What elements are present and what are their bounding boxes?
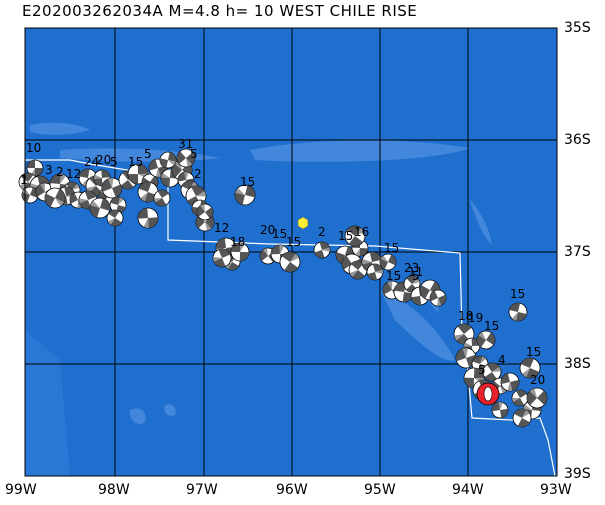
lat-label-39s: 39S — [564, 466, 591, 482]
focal-mechanism-ball — [313, 241, 331, 259]
focal-mechanism-label: 15 — [510, 287, 525, 301]
focal-mechanism-label: 2 — [194, 167, 202, 181]
graticule — [25, 28, 557, 476]
lon-label-98w: 98W — [98, 482, 130, 498]
focal-mechanism-ball — [176, 148, 196, 168]
focal-mechanism-label: 12 — [214, 221, 229, 235]
lon-label-94w: 94W — [452, 482, 484, 498]
focal-mechanism-label: 16 — [354, 225, 369, 239]
focal-mechanism-label: 15 — [240, 175, 255, 189]
focal-mechanism-ball — [137, 207, 159, 229]
focal-mechanism-label: 15 — [526, 345, 541, 359]
focal-mechanism-label: 10 — [26, 141, 41, 155]
focal-mechanism-label: 23 — [404, 261, 419, 275]
focal-mechanism-label: 5 — [144, 147, 152, 161]
focal-mechanism-ball — [379, 253, 397, 271]
focal-mechanism-ball — [429, 289, 447, 307]
focal-mechanism-ball — [500, 372, 520, 392]
focal-mechanism-label: 2 — [318, 225, 326, 239]
focal-mechanism-ball — [234, 184, 256, 206]
focal-mechanism-label: 3 — [45, 163, 53, 177]
lat-label-37s: 37S — [564, 244, 591, 260]
focal-mechanism-label: 15 — [484, 319, 499, 333]
focal-mechanism-ball — [212, 248, 232, 268]
lat-label-36s: 36S — [564, 132, 591, 148]
ridge-patch — [25, 330, 70, 476]
focal-mechanism-ball — [526, 387, 548, 409]
focal-mechanism-ball — [185, 185, 207, 207]
focal-mechanism-label: 19 — [468, 311, 483, 325]
focal-mechanism-label: 2 — [56, 165, 64, 179]
focal-mechanism-ball — [366, 263, 384, 281]
focal-mechanism-ball — [508, 302, 528, 322]
lat-label-35s: 35S — [564, 20, 591, 36]
ridge-patch — [470, 200, 492, 245]
lat-label-38s: 38S — [564, 356, 591, 372]
lon-label-97w: 97W — [186, 482, 218, 498]
focal-mechanism-ball — [109, 196, 127, 214]
focal-mechanism-ball — [476, 330, 496, 350]
lon-label-96w: 96W — [276, 482, 308, 498]
lon-label-99w: 99W — [5, 482, 37, 498]
focal-mechanism-label: 15 — [384, 241, 399, 255]
focal-mechanism-label: 15 — [286, 235, 301, 249]
main-event-ball — [476, 382, 500, 406]
focal-mechanism-ball — [159, 151, 177, 169]
ridge-patch — [129, 408, 146, 425]
focal-mechanism-label: 18 — [230, 235, 245, 249]
focal-mechanism-label: 20 — [530, 373, 545, 387]
focal-mechanism-label: 20 — [96, 153, 111, 167]
focal-mechanism-ball — [196, 203, 214, 221]
ridge-patch — [250, 140, 470, 162]
focal-mechanism-ball — [511, 389, 529, 407]
focal-mechanism-label: 1 — [20, 173, 28, 187]
focal-mechanism-label: 24 — [84, 155, 99, 169]
focal-mechanism-label: 15 — [128, 155, 143, 169]
focal-mechanism-ball — [44, 187, 66, 209]
focal-mechanism-label: 31 — [178, 137, 193, 151]
focal-mechanism-ball — [512, 408, 532, 428]
focal-mechanism-label: 4 — [498, 353, 506, 367]
focal-mechanism-label: 5 — [110, 155, 118, 169]
focal-mechanism-ball — [455, 347, 477, 369]
focal-mechanism-ball — [106, 209, 124, 227]
lon-label-95w: 95W — [364, 482, 396, 498]
focal-mechanism-label: 15 — [272, 227, 287, 241]
focal-mechanism-label: 11 — [408, 265, 423, 279]
epicenter-marker — [297, 216, 309, 230]
focal-mechanism-label: 5 — [412, 269, 420, 283]
ridge-patch — [380, 290, 455, 361]
focal-mechanism-label: 5 — [190, 147, 198, 161]
focal-mechanism-ball — [230, 242, 250, 262]
focal-mechanism-ball — [482, 362, 502, 382]
focal-mechanism-ball — [279, 251, 301, 273]
focal-mechanism-ball — [89, 197, 111, 219]
focal-mechanism-label: 15 — [386, 269, 401, 283]
focal-mechanism-ball — [137, 181, 159, 203]
focal-mechanisms — [18, 148, 548, 428]
focal-mechanism-ball — [491, 401, 509, 419]
focal-mechanism-label: 12 — [66, 167, 81, 181]
focal-mechanism-ball — [344, 225, 366, 247]
figure-title: E202003262034A M=4.8 h= 10 WEST CHILE RI… — [22, 2, 418, 20]
ridge-patch — [164, 404, 176, 416]
focal-mechanism-ball — [153, 189, 171, 207]
focal-mechanism-ball — [519, 357, 541, 379]
focal-mechanism-label: 5 — [478, 363, 486, 377]
focal-mechanism-label: 20 — [260, 223, 275, 237]
ridge-patch — [30, 122, 90, 135]
focal-mechanism-label: 15 — [338, 229, 353, 243]
focal-mechanism-ball — [26, 159, 44, 177]
lon-label-93w: 93W — [540, 482, 572, 498]
focal-mechanism-label: 18 — [458, 309, 473, 323]
map-frame — [24, 27, 558, 477]
